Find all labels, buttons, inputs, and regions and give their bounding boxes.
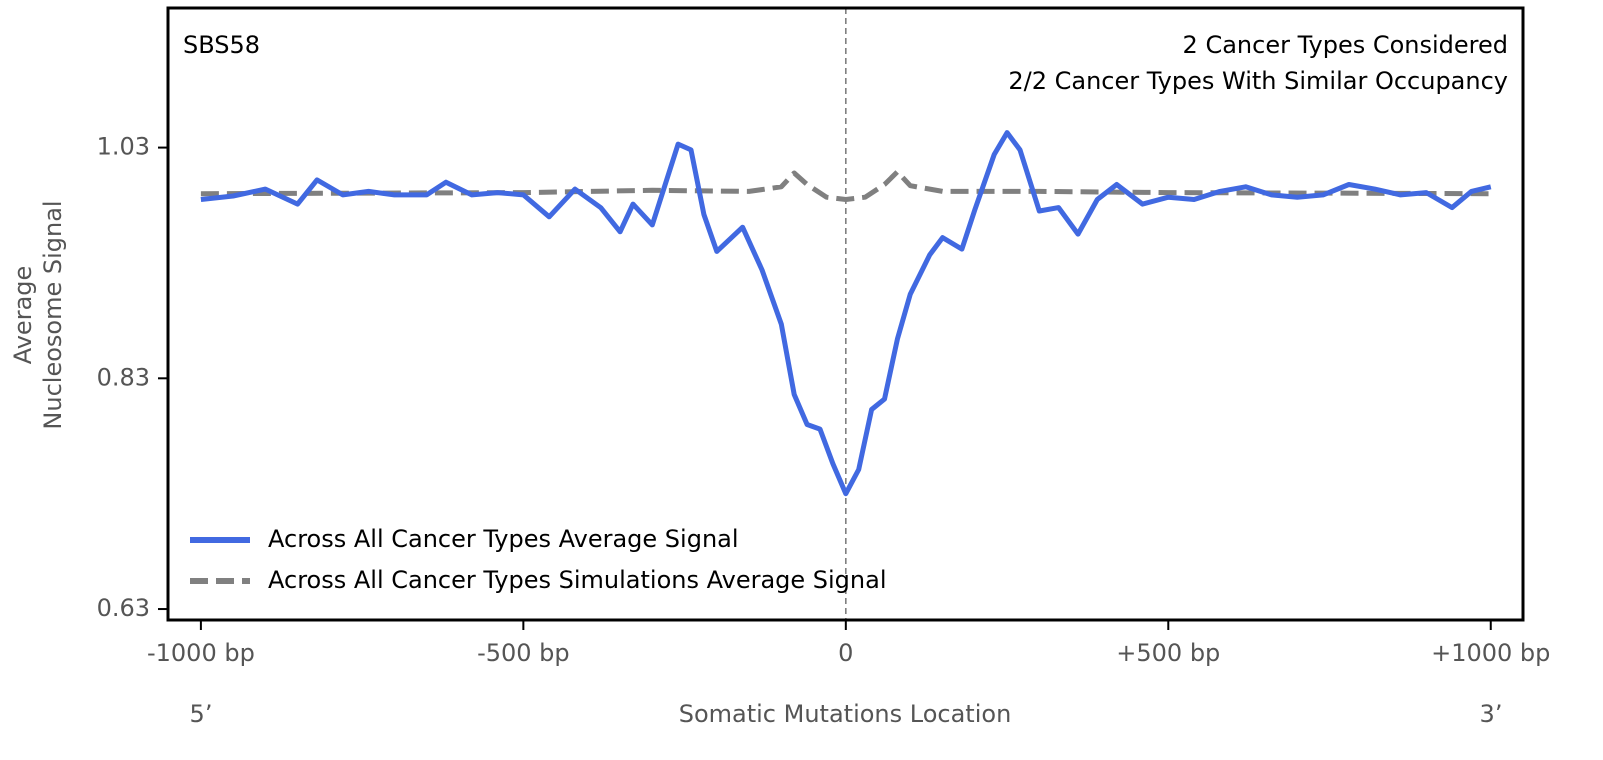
x-axis-label: Somatic Mutations Location bbox=[679, 700, 1012, 728]
legend-label: Across All Cancer Types Average Signal bbox=[268, 525, 739, 553]
x-tick-label: +500 bp bbox=[1116, 639, 1220, 667]
annotation: 2/2 Cancer Types With Similar Occupancy bbox=[1008, 67, 1508, 95]
legend-label: Across All Cancer Types Simulations Aver… bbox=[268, 566, 887, 594]
y-axis-label: Nucleosome Signal bbox=[39, 200, 67, 429]
annotation: 2 Cancer Types Considered bbox=[1183, 31, 1508, 59]
signature-label: SBS58 bbox=[183, 31, 260, 59]
plot-frame bbox=[166, 6, 1525, 622]
y-tick-label: 1.03 bbox=[97, 133, 150, 161]
x-tick-label: 0 bbox=[838, 639, 853, 667]
y-tick-label: 0.63 bbox=[97, 594, 150, 622]
y-axis-label: Average bbox=[9, 266, 37, 365]
line-series bbox=[200, 130, 1492, 497]
x-tick-label: +1000 bp bbox=[1431, 639, 1550, 667]
x-tick-label: -500 bp bbox=[477, 639, 570, 667]
x-end-label: 5’ bbox=[190, 700, 213, 728]
x-tick-label: -1000 bp bbox=[147, 639, 255, 667]
y-tick-label: 0.83 bbox=[97, 363, 150, 391]
x-end-label: 3’ bbox=[1480, 700, 1503, 728]
line-series bbox=[200, 169, 1491, 202]
